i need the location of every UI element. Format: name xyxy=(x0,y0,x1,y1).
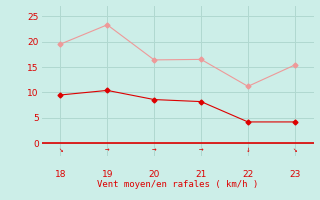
Text: →: → xyxy=(152,145,156,154)
Text: ↓: ↓ xyxy=(246,145,250,154)
X-axis label: Vent moyen/en rafales ( km/h ): Vent moyen/en rafales ( km/h ) xyxy=(97,180,258,189)
Text: →: → xyxy=(199,145,204,154)
Text: →: → xyxy=(105,145,109,154)
Text: ↘: ↘ xyxy=(58,145,63,154)
Text: ↘: ↘ xyxy=(292,145,297,154)
